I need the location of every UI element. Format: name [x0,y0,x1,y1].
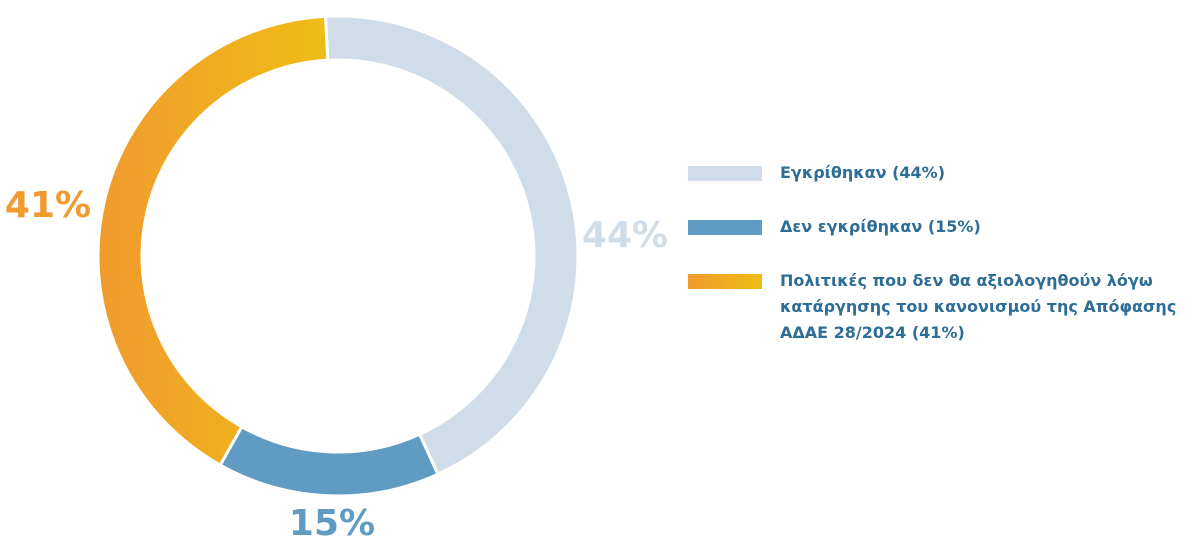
donut-segment [323,14,580,477]
data-label: 15% [289,503,375,543]
legend-swatch [688,220,762,235]
donut-segment [218,424,440,498]
donut-segment [96,14,330,468]
legend-swatch [688,274,762,289]
legend-item: Δεν εγκρίθηκαν (15%) [688,214,1188,240]
legend-swatch [688,166,762,181]
legend: Εγκρίθηκαν (44%) Δεν εγκρίθηκαν (15%) Πολι… [688,160,1188,374]
legend-item: Εγκρίθηκαν (44%) [688,160,1188,186]
data-label: 44% [582,215,668,256]
legend-label: Δεν εγκρίθηκαν (15%) [780,217,981,236]
legend-label: Εγκρίθηκαν (44%) [780,163,946,182]
data-label: 41% [5,185,91,226]
legend-label: Πολιτικές που δεν θα αξιολογηθούν λόγω κ… [780,271,1177,342]
legend-item: Πολιτικές που δεν θα αξιολογηθούν λόγω κ… [688,268,1188,346]
